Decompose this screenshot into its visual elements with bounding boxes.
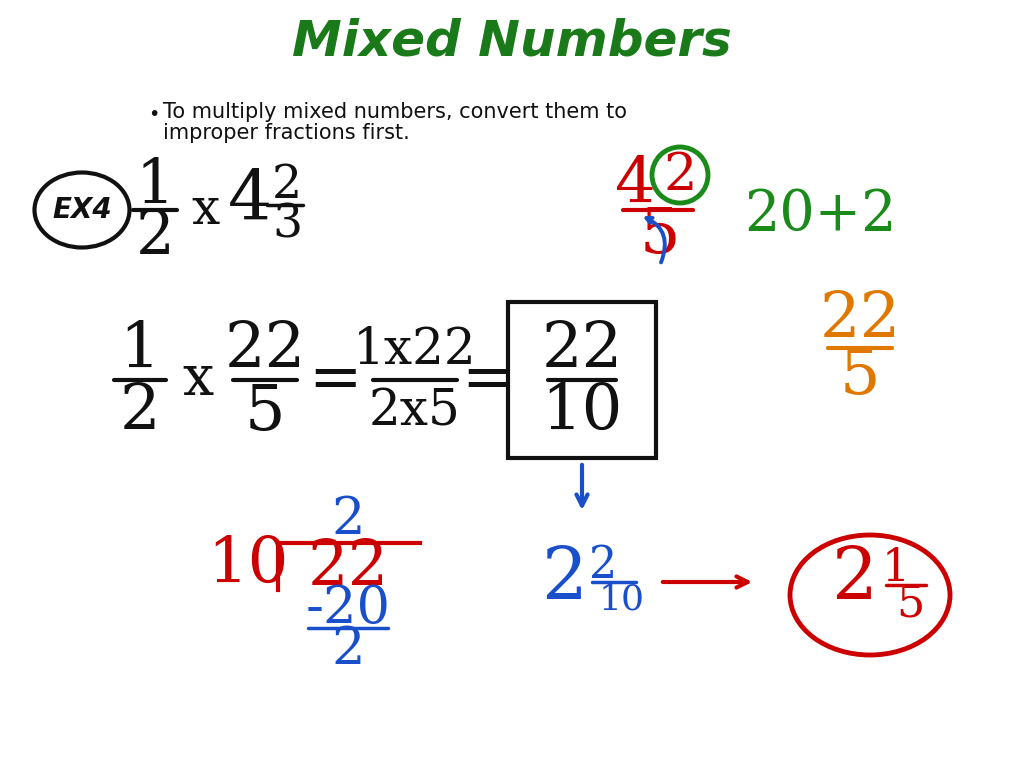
- Text: 22: 22: [224, 319, 305, 380]
- Text: 2: 2: [589, 544, 617, 587]
- Text: =: =: [308, 349, 361, 411]
- Text: 2: 2: [135, 207, 174, 267]
- Text: 5: 5: [640, 204, 680, 266]
- Text: 20+2: 20+2: [743, 187, 896, 243]
- Text: 2: 2: [331, 624, 365, 676]
- Text: x: x: [182, 353, 214, 407]
- Text: 1: 1: [882, 546, 910, 590]
- Text: 5: 5: [896, 582, 924, 626]
- Text: 2: 2: [331, 495, 365, 545]
- Text: •: •: [148, 105, 160, 124]
- Text: 1x22: 1x22: [353, 326, 477, 375]
- Text: To multiply mixed numbers, convert them to: To multiply mixed numbers, convert them …: [163, 102, 627, 122]
- Text: improper fractions first.: improper fractions first.: [163, 123, 410, 143]
- Text: 22: 22: [307, 538, 389, 598]
- Text: Mixed Numbers: Mixed Numbers: [292, 18, 732, 66]
- Text: =: =: [461, 349, 515, 411]
- Text: 2x5: 2x5: [369, 387, 461, 437]
- Text: 22: 22: [819, 290, 901, 350]
- Text: 1: 1: [120, 319, 161, 380]
- Text: 22: 22: [542, 319, 623, 380]
- Text: 10: 10: [599, 583, 645, 617]
- Text: 3: 3: [272, 202, 302, 247]
- Text: 2: 2: [541, 545, 587, 615]
- Text: 5: 5: [840, 346, 881, 406]
- Text: 4: 4: [228, 167, 272, 233]
- Text: 4: 4: [614, 154, 655, 216]
- Text: 10: 10: [207, 535, 289, 595]
- Text: 5: 5: [245, 382, 286, 442]
- Text: 2: 2: [272, 162, 302, 207]
- FancyBboxPatch shape: [508, 302, 656, 458]
- Text: 2: 2: [120, 382, 161, 442]
- Text: 10: 10: [542, 382, 623, 442]
- Text: 1: 1: [135, 155, 174, 215]
- Text: 2: 2: [831, 545, 877, 615]
- Text: 2: 2: [664, 150, 696, 200]
- Text: x: x: [190, 185, 219, 235]
- Text: -20: -20: [305, 582, 390, 634]
- Text: EX4: EX4: [52, 196, 112, 224]
